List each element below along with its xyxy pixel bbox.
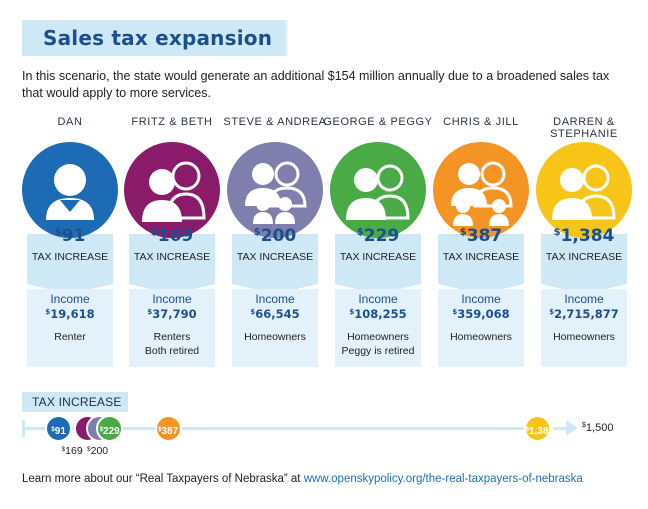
income-value: $19,618 bbox=[45, 307, 95, 321]
household-status: Homeowners bbox=[450, 331, 512, 343]
family-column-steve-andrea: STEVE & ANDREA $200 TAX INCREASE Income … bbox=[223, 116, 326, 367]
tax-amount: $169 bbox=[150, 226, 194, 246]
couple-icon bbox=[536, 142, 632, 238]
family-icon bbox=[433, 142, 529, 238]
family-column-darren-stephanie: DARREN & STEPHANIE $1,384 TAX INCREASE I… bbox=[536, 116, 632, 367]
family-name: CHRIS & JILL bbox=[443, 116, 519, 128]
title-banner bbox=[22, 20, 288, 56]
income-value: $108,255 bbox=[349, 307, 407, 321]
scale-axis-line bbox=[24, 427, 570, 430]
scale-marker-value: 387 bbox=[161, 426, 179, 437]
page-title: Sales tax expansion bbox=[43, 26, 273, 50]
household-status: Homeowners bbox=[553, 331, 615, 343]
scale-marker-value: 91 bbox=[54, 426, 66, 437]
household-status: Homeowners Peggy is retired bbox=[341, 331, 415, 357]
single-person-icon bbox=[22, 142, 118, 238]
income-value: $2,715,877 bbox=[549, 307, 619, 321]
tax-amount: $387 bbox=[459, 226, 503, 246]
family-column-dan: DAN $91 TAX INCREASE Income $19,618 Rent… bbox=[22, 116, 118, 367]
tax-label: TAX INCREASE bbox=[339, 251, 417, 263]
footer-link[interactable]: www.openskypolicy.org/the-real-taxpayers… bbox=[303, 473, 583, 485]
scale-max-label: $1,500 bbox=[582, 422, 614, 434]
family-column-chris-jill: CHRIS & JILL $387 TAX INCREASE Income $3… bbox=[433, 116, 529, 367]
income-label: Income bbox=[358, 292, 398, 306]
scale-marker: $91 bbox=[45, 415, 73, 442]
intro-text: In this scenario, the state would genera… bbox=[22, 69, 610, 100]
tax-amount: $91 bbox=[54, 226, 86, 246]
scale-marker: $1,384 bbox=[523, 415, 554, 442]
household-status: Homeowners bbox=[244, 331, 306, 343]
scale-marker: $229 bbox=[96, 415, 124, 442]
couple-icon bbox=[330, 142, 426, 238]
family-icon bbox=[227, 142, 323, 238]
couple-icon bbox=[124, 142, 220, 238]
scale-label-banner bbox=[22, 392, 128, 412]
scale-marker-label: $169 bbox=[61, 445, 83, 457]
income-value: $66,545 bbox=[250, 307, 300, 321]
family-name: STEVE & ANDREA bbox=[223, 116, 327, 128]
income-panel bbox=[27, 289, 113, 367]
tax-amount: $229 bbox=[356, 226, 400, 246]
household-status: Renters Both retired bbox=[144, 331, 200, 357]
family-name: DARREN & STEPHANIE bbox=[550, 116, 618, 140]
income-panel bbox=[541, 289, 627, 367]
family-column-george-peggy: GEORGE & PEGGY $229 TAX INCREASE Income … bbox=[323, 116, 432, 367]
family-name: DAN bbox=[57, 116, 83, 128]
tax-label: TAX INCREASE bbox=[442, 251, 520, 263]
income-panel bbox=[438, 289, 524, 367]
income-value: $359,068 bbox=[452, 307, 510, 321]
scale-axis-start-tick bbox=[22, 420, 25, 437]
income-label: Income bbox=[255, 292, 295, 306]
tax-label: TAX INCREASE bbox=[31, 251, 109, 263]
income-label: Income bbox=[50, 292, 90, 306]
family-column-fritz-beth: FRITZ & BETH $169 TAX INCREASE Income $3… bbox=[124, 116, 220, 367]
tax-panel bbox=[438, 234, 524, 294]
family-name: GEORGE & PEGGY bbox=[323, 116, 433, 128]
scale-label: TAX INCREASE bbox=[32, 395, 122, 409]
scale-marker-value: 229 bbox=[103, 426, 120, 437]
income-panel bbox=[232, 289, 318, 367]
tax-label: TAX INCREASE bbox=[236, 251, 314, 263]
scale-marker-label: $200 bbox=[87, 445, 109, 457]
income-value: $37,790 bbox=[147, 307, 197, 321]
income-panel bbox=[335, 289, 421, 367]
income-label: Income bbox=[152, 292, 192, 306]
income-panel bbox=[129, 289, 215, 367]
tax-label: TAX INCREASE bbox=[133, 251, 211, 263]
scale-marker: $387 bbox=[154, 415, 182, 442]
scale-marker-value: 1,384 bbox=[528, 426, 554, 437]
tax-label: TAX INCREASE bbox=[545, 251, 623, 263]
arrow-right-icon bbox=[566, 420, 578, 436]
income-label: Income bbox=[461, 292, 501, 306]
income-label: Income bbox=[564, 292, 604, 306]
family-name: FRITZ & BETH bbox=[131, 116, 213, 128]
household-status: Renter bbox=[54, 331, 86, 343]
footer-note: Learn more about our “Real Taxpayers of … bbox=[22, 473, 583, 485]
tax-amount: $200 bbox=[253, 226, 297, 246]
tax-amount: $1,384 bbox=[553, 226, 615, 246]
